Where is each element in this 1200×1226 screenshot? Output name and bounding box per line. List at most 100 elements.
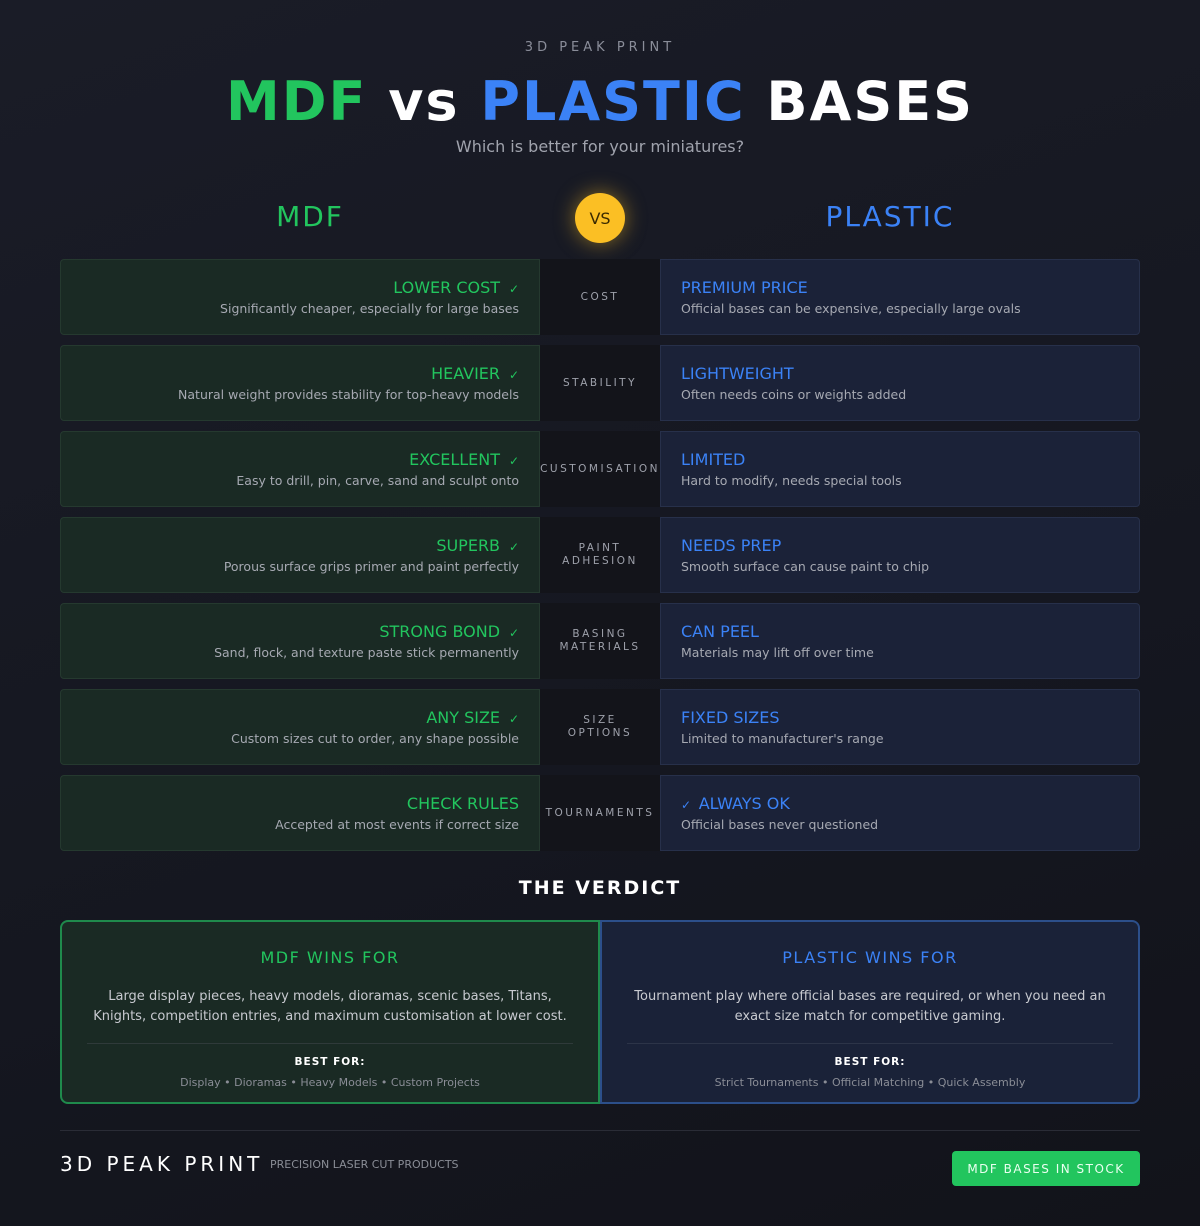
plastic-cell: LIMITED Hard to modify, needs special too… [660, 431, 1140, 507]
mdf-cell: CHECK RULES Accepted at most events if co… [60, 775, 540, 851]
mdf-bases-in-stock-button[interactable]: MDF BASES IN STOCK [952, 1151, 1140, 1186]
mdf-title-text: SUPERB [436, 536, 501, 555]
category-label: CUSTOMISATION [540, 431, 660, 507]
category-label: STABILITY [540, 345, 660, 421]
mdf-cell-title: CHECK RULES [61, 794, 519, 813]
comparison-row: SUPERB ✓ Porous surface grips primer and … [60, 517, 1140, 593]
best-for-list: Strict Tournaments • Official Matching •… [714, 1076, 1026, 1089]
mdf-cell-desc: Easy to drill, pin, carve, sand and scul… [236, 473, 519, 488]
best-for-list: Display • Dioramas • Heavy Models • Cust… [180, 1076, 480, 1089]
plastic-cell-title: PREMIUM PRICE [681, 278, 1139, 297]
plastic-cell: ✓ ALWAYS OK Official bases never question… [660, 775, 1140, 851]
mdf-cell: HEAVIER ✓ Natural weight provides stabili… [60, 345, 540, 421]
check-icon: ✓ [505, 454, 519, 468]
mdf-cell: EXCELLENT ✓ Easy to drill, pin, carve, sa… [60, 431, 540, 507]
mdf-title-text: HEAVIER [431, 364, 501, 383]
vs-badge: VS [575, 193, 625, 243]
category-label: SIZE OPTIONS [540, 689, 660, 765]
best-for-label: BEST FOR: [834, 1056, 906, 1068]
check-icon: ✓ [505, 626, 519, 640]
plastic-cell-desc: Limited to manufacturer's range [681, 731, 884, 746]
plastic-cell-desc: Official bases can be expensive, especia… [681, 301, 1021, 316]
comparison-row: EXCELLENT ✓ Easy to drill, pin, carve, sa… [60, 431, 1140, 507]
comparison-row: STRONG BOND ✓ Sand, flock, and texture pa… [60, 603, 1140, 679]
title-mdf: MDF [225, 70, 368, 133]
plastic-title-text: CAN PEEL [681, 622, 759, 641]
plastic-title-text: NEEDS PREP [681, 536, 782, 555]
best-for-label: BEST FOR: [294, 1056, 366, 1068]
comparison-row: CHECK RULES Accepted at most events if co… [60, 775, 1140, 851]
mdf-title-text: EXCELLENT [409, 450, 501, 469]
plastic-cell: CAN PEEL Materials may lift off over time [660, 603, 1140, 679]
category-label: TOURNAMENTS [540, 775, 660, 851]
plastic-cell-title: LIGHTWEIGHT [681, 364, 1139, 383]
mdf-cell: ANY SIZE ✓ Custom sizes cut to order, any… [60, 689, 540, 765]
mdf-cell-title: STRONG BOND ✓ [61, 622, 519, 641]
check-icon: ✓ [681, 798, 699, 812]
comparison-row: LOWER COST ✓ Significantly cheaper, espec… [60, 259, 1140, 335]
mdf-cell-desc: Porous surface grips primer and paint pe… [223, 559, 519, 574]
divider [627, 1043, 1113, 1044]
title-bases: BASES [766, 70, 975, 133]
title-vs: vs [388, 70, 460, 133]
plastic-cell: LIGHTWEIGHT Often needs coins or weights … [660, 345, 1140, 421]
subtitle: Which is better for your miniatures? [455, 137, 745, 156]
plastic-cell: NEEDS PREP Smooth surface can cause paint… [660, 517, 1140, 593]
plastic-cell-desc: Often needs coins or weights added [681, 387, 907, 402]
plastic-cell-title: ✓ ALWAYS OK [681, 794, 1139, 813]
mdf-verdict-desc: Large display pieces, heavy models, dior… [93, 989, 567, 1024]
mdf-cell-desc: Significantly cheaper, especially for la… [220, 301, 519, 316]
mdf-cell-title: EXCELLENT ✓ [61, 450, 519, 469]
mdf-cell-title: ANY SIZE ✓ [61, 708, 519, 727]
category-label: COST [540, 259, 660, 335]
plastic-cell: PREMIUM PRICE Official bases can be expen… [660, 259, 1140, 335]
footer-brand: 3D PEAK PRINT [60, 1152, 264, 1176]
mdf-cell-desc: Custom sizes cut to order, any shape pos… [231, 731, 519, 746]
footer-divider [60, 1130, 1140, 1131]
mdf-cell-desc: Accepted at most events if correct size [275, 817, 519, 832]
mdf-verdict-card: MDF WINS FOR Large display pieces, heavy… [60, 920, 600, 1104]
plastic-cell-title: FIXED SIZES [681, 708, 1139, 727]
plastic-title-text: LIMITED [681, 450, 746, 469]
comparison-row: HEAVIER ✓ Natural weight provides stabili… [60, 345, 1140, 421]
mdf-cell-desc: Natural weight provides stability for to… [178, 387, 519, 402]
brand-top: 3D PEAK PRINT [524, 40, 676, 55]
category-label: BASING MATERIALS [540, 603, 660, 679]
check-icon: ✓ [505, 282, 519, 296]
mdf-title-text: LOWER COST [393, 278, 501, 297]
plastic-column-header: PLASTIC [825, 200, 955, 233]
mdf-column-header: MDF [276, 200, 344, 233]
divider [87, 1043, 573, 1044]
verdict-title: THE VERDICT [518, 877, 682, 899]
mdf-verdict-title: MDF WINS FOR [260, 948, 400, 967]
check-icon: ✓ [505, 540, 519, 554]
mdf-cell: SUPERB ✓ Porous surface grips primer and … [60, 517, 540, 593]
mdf-cell-title: SUPERB ✓ [61, 536, 519, 555]
mdf-title-text: CHECK RULES [406, 794, 519, 813]
plastic-cell-desc: Official bases never questioned [681, 817, 879, 832]
plastic-cell-title: CAN PEEL [681, 622, 1139, 641]
plastic-cell-desc: Smooth surface can cause paint to chip [681, 559, 930, 574]
page-title: MDF vs PLASTIC BASES [0, 70, 1200, 133]
mdf-cell-title: LOWER COST ✓ [61, 278, 519, 297]
mdf-cell-title: HEAVIER ✓ [61, 364, 519, 383]
mdf-title-text: ANY SIZE [426, 708, 501, 727]
plastic-cell-desc: Materials may lift off over time [681, 645, 874, 660]
plastic-cell-title: NEEDS PREP [681, 536, 1139, 555]
plastic-title-text: LIGHTWEIGHT [681, 364, 794, 383]
check-icon: ✓ [505, 368, 519, 382]
plastic-title-text: PREMIUM PRICE [681, 278, 808, 297]
mdf-cell: LOWER COST ✓ Significantly cheaper, espec… [60, 259, 540, 335]
mdf-cell-desc: Sand, flock, and texture paste stick per… [214, 645, 519, 660]
title-plastic: PLASTIC [480, 70, 746, 133]
mdf-title-text: STRONG BOND [379, 622, 501, 641]
plastic-cell-title: LIMITED [681, 450, 1139, 469]
mdf-cell: STRONG BOND ✓ Sand, flock, and texture pa… [60, 603, 540, 679]
footer-tagline: PRECISION LASER CUT PRODUCTS [270, 1158, 459, 1171]
plastic-verdict-desc: Tournament play where official bases are… [634, 989, 1106, 1024]
plastic-title-text: ALWAYS OK [698, 794, 790, 813]
check-icon: ✓ [505, 712, 519, 726]
plastic-verdict-card: PLASTIC WINS FOR Tournament play where o… [600, 920, 1140, 1104]
category-label: PAINT ADHESION [540, 517, 660, 593]
plastic-cell: FIXED SIZES Limited to manufacturer's ran… [660, 689, 1140, 765]
